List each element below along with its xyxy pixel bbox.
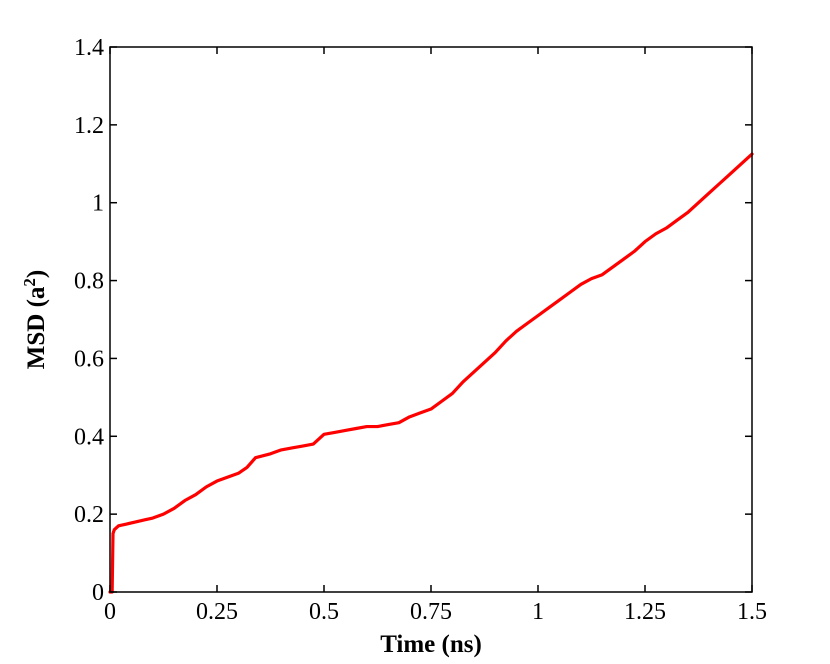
y-tick-label: 1.4 <box>74 35 104 61</box>
y-axis-title-suffix: ) <box>23 270 50 278</box>
x-tick-label: 1.5 <box>737 599 767 625</box>
y-tick-label: 0 <box>92 580 104 606</box>
y-tick-label: 1 <box>92 191 104 217</box>
y-tick-label: 0.8 <box>74 269 104 295</box>
tick-layer: 0 0.25 0.5 0.75 1 1.25 1.5 0 0.2 0.4 0.6 0.8 1 1.2 1.4 <box>74 35 767 625</box>
x-tick-label: 1.25 <box>624 599 666 625</box>
x-tick-label: 0.5 <box>309 599 339 625</box>
x-tick-label: 0 <box>104 599 116 625</box>
x-tick-label: 0.25 <box>196 599 238 625</box>
y-tick-label: 0.6 <box>74 346 104 372</box>
x-axis-title: Time (ns) <box>380 631 482 658</box>
y-tick-label: 1.2 <box>74 113 104 139</box>
y-axis-title-superscript: 2 <box>20 278 39 287</box>
y-tick-label: 0.2 <box>74 502 104 528</box>
series-line <box>108 152 754 594</box>
y-tick-label: 0.4 <box>74 424 104 450</box>
y-axis-title: MSD (a2) <box>20 270 51 369</box>
plot-frame <box>109 46 753 593</box>
x-tick-label: 0.75 <box>410 599 452 625</box>
y-axis-title-prefix: MSD (a <box>23 286 50 369</box>
x-tick-label: 1 <box>532 599 544 625</box>
series-layer <box>108 152 754 594</box>
